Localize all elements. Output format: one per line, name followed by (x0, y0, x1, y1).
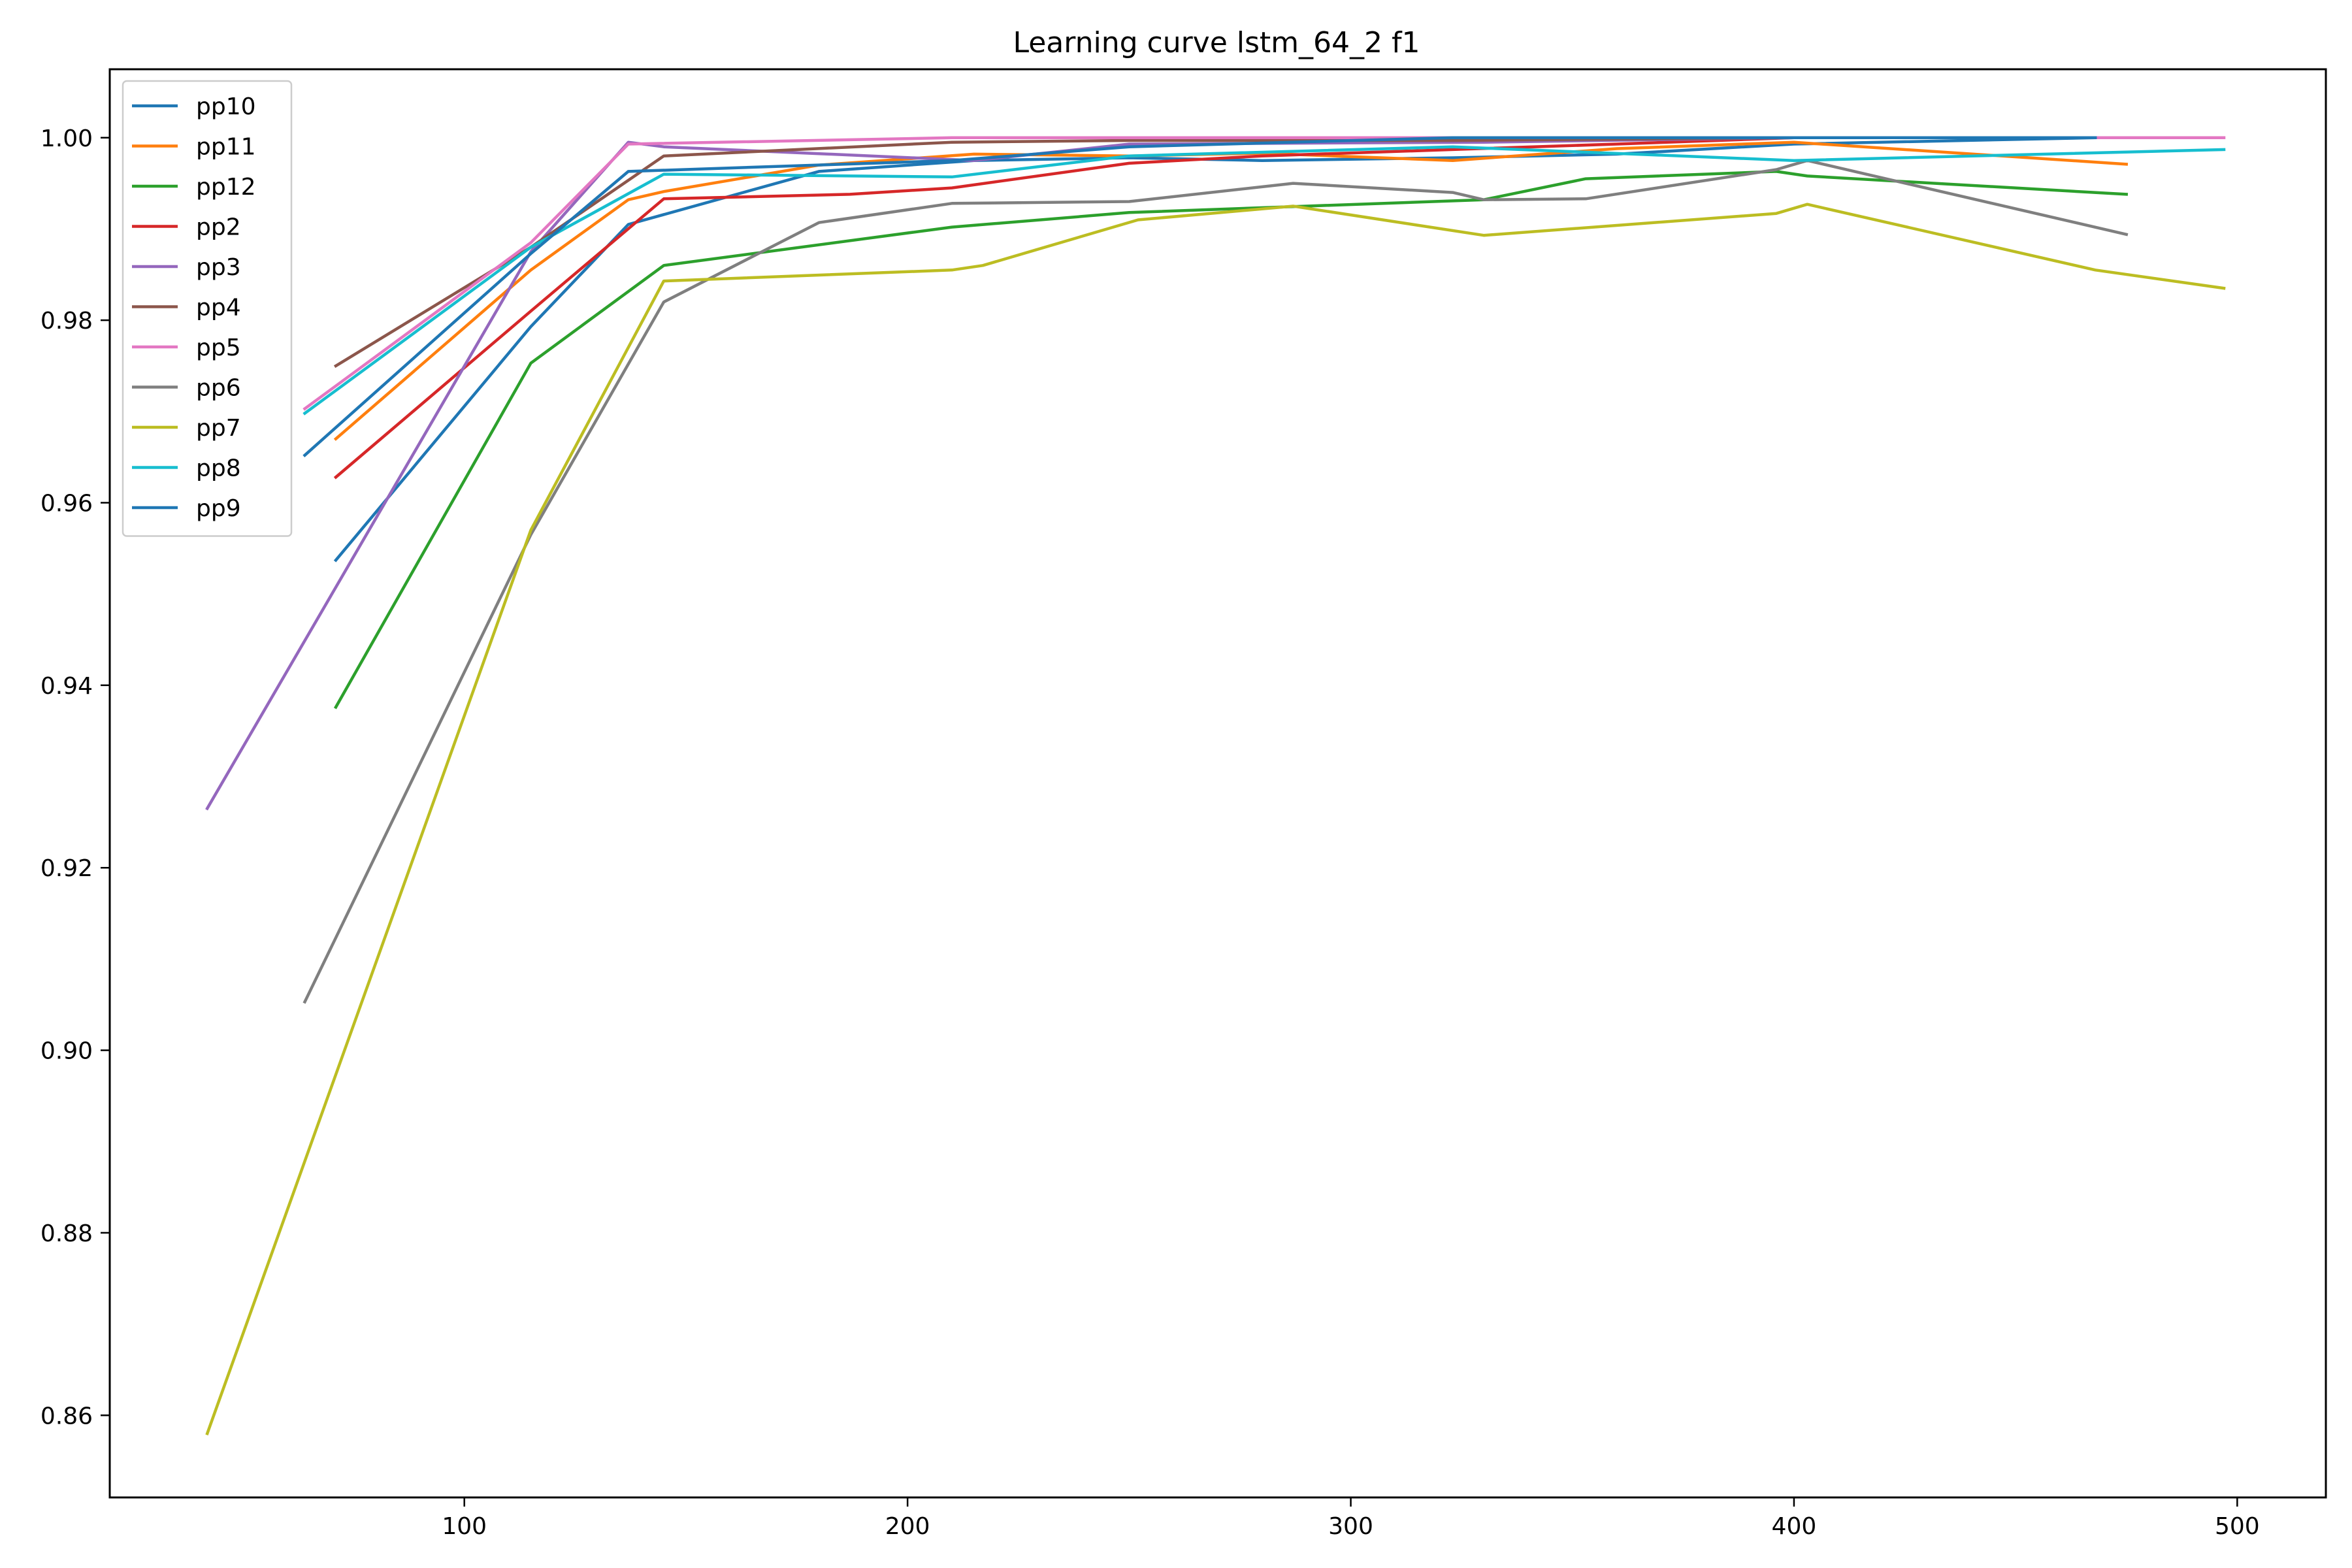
series-line-pp12 (333, 170, 2129, 710)
y-tick-label: 0.96 (41, 490, 93, 517)
legend-box (122, 80, 293, 537)
x-axis: 100 200 300 400 500 (442, 1497, 2260, 1540)
y-tick-label: 0.94 (41, 673, 93, 700)
x-tick-label: 500 (2215, 1513, 2260, 1540)
y-tick-label: 0.88 (41, 1220, 93, 1247)
legend-label-pp9: pp9 (196, 495, 241, 522)
series-line-pp7 (205, 203, 2226, 1436)
legend-label-pp6: pp6 (196, 375, 241, 402)
y-tick-label: 0.90 (41, 1038, 93, 1065)
legend: pp10 pp11 pp12 pp2 pp3 pp4 pp5 pp6 pp7 pp8 pp9 (122, 80, 293, 537)
y-tick-label: 0.92 (41, 855, 93, 882)
x-tick-label: 200 (885, 1513, 930, 1540)
y-tick-label: 0.98 (41, 308, 93, 335)
x-tick-label: 100 (442, 1513, 487, 1540)
legend-label-pp4: pp4 (196, 295, 241, 321)
legend-label-pp10: pp10 (196, 93, 256, 120)
series-line-pp2 (333, 136, 2128, 480)
series-line-pp9 (302, 136, 2097, 457)
legend-label-pp3: pp3 (196, 254, 241, 281)
series-layer (205, 136, 2226, 1436)
legend-label-pp5: pp5 (196, 335, 241, 361)
x-tick-label: 400 (1772, 1513, 1817, 1540)
series-line-pp10 (333, 136, 2097, 563)
y-axis: 0.86 0.88 0.90 0.92 0.94 0.96 0.98 1.00 (41, 125, 110, 1429)
legend-label-pp7: pp7 (196, 415, 241, 442)
series-line-pp11 (333, 140, 2129, 441)
y-tick-label: 1.00 (41, 125, 93, 152)
series-line-pp6 (302, 159, 2129, 1004)
legend-label-pp11: pp11 (196, 134, 256, 161)
y-tick-label: 0.86 (41, 1403, 93, 1429)
plot-area (110, 69, 2326, 1497)
legend-label-pp2: pp2 (196, 214, 241, 241)
x-tick-label: 300 (1328, 1513, 1373, 1540)
chart-title: Learning curve lstm_64_2 f1 (1013, 26, 1420, 59)
legend-label-pp8: pp8 (196, 455, 241, 482)
legend-label-pp12: pp12 (196, 174, 256, 201)
axes-frame (108, 68, 2327, 1499)
